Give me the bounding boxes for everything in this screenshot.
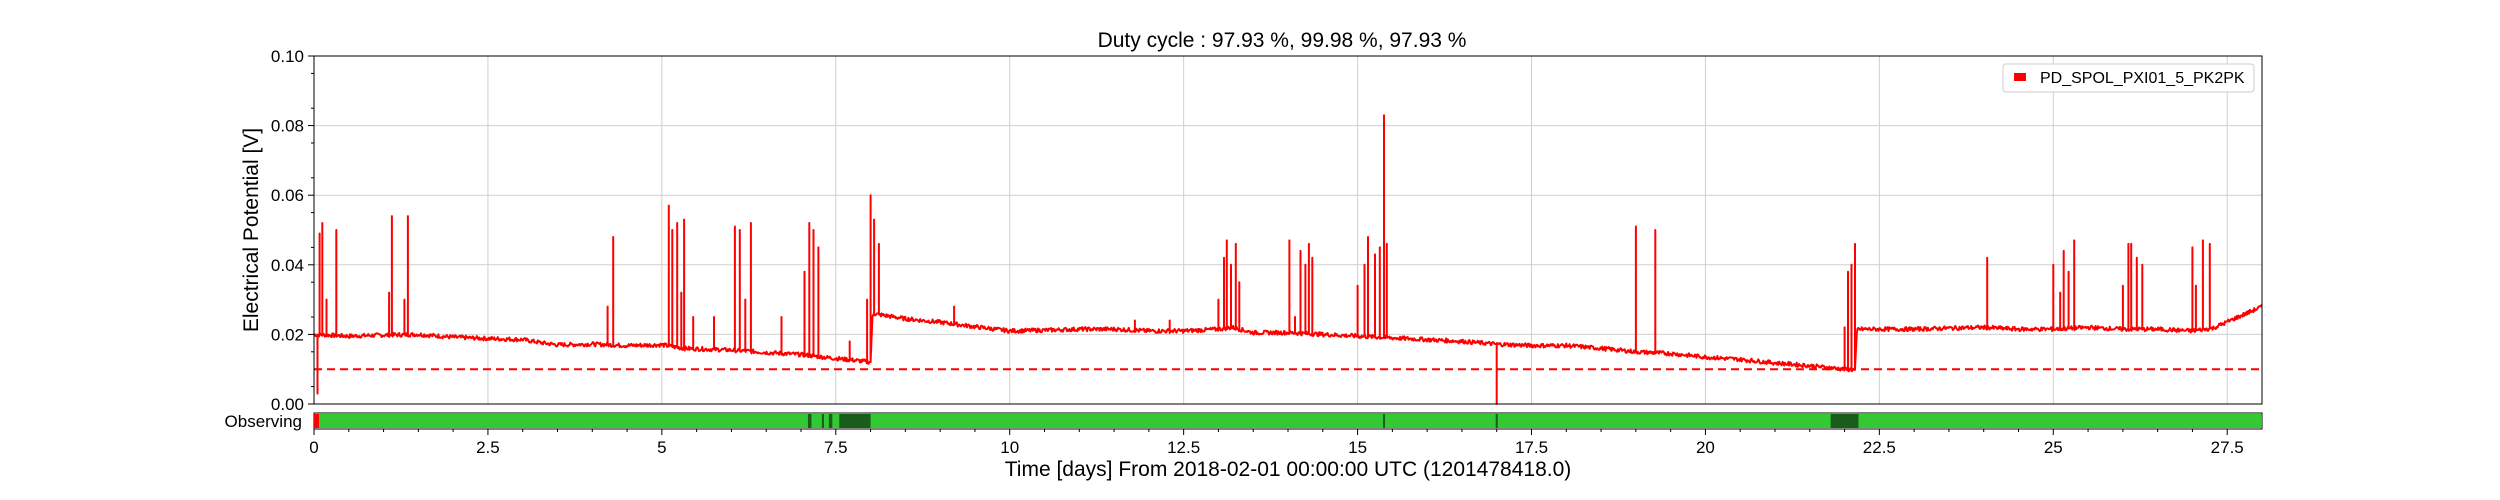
y-tick-label: 0.00	[271, 395, 304, 414]
y-tick-label: 0.04	[271, 256, 304, 275]
x-tick-label: 27.5	[2211, 438, 2244, 457]
plot-area	[313, 55, 2263, 405]
plot-frame	[313, 55, 2263, 405]
state-bar-gap	[1830, 414, 1859, 428]
legend: PD_SPOL_PXI01_5_PK2PK	[2002, 63, 2255, 93]
x-tick-label: 17.5	[1515, 438, 1548, 457]
y-axis-label: Electrical Potential [V]	[240, 128, 263, 332]
x-tick-label: 22.5	[1863, 438, 1896, 457]
y-tick-label: 0.06	[271, 186, 304, 205]
x-tick-label: 15	[1348, 438, 1367, 457]
legend-swatch	[2014, 73, 2026, 81]
y-tick-label: 0.08	[271, 117, 304, 136]
state-bar-segments	[314, 414, 2261, 428]
x-axis-label: Time [days] From 2018-02-01 00:00:00 UTC…	[1005, 458, 1572, 481]
legend-box	[2002, 63, 2255, 93]
series-layer	[313, 114, 2263, 405]
x-axis-ticks: 0 2.5 5 7.5 10 12.5 15 17.5 20 22.5 25 27.5	[309, 429, 2244, 457]
state-bar-gap	[807, 414, 812, 428]
y-tick-label: 0.10	[271, 47, 304, 66]
legend-entry: PD_SPOL_PXI01_5_PK2PK	[2040, 70, 2245, 87]
state-bar-gap	[839, 414, 871, 428]
y-tick-label: 0.02	[271, 325, 304, 344]
plot-background	[314, 56, 2262, 404]
state-bar-label: Observing	[225, 412, 302, 431]
x-tick-label: 12.5	[1167, 438, 1200, 457]
x-tick-label: 20	[1696, 438, 1715, 457]
x-tick-label: 10	[1000, 438, 1019, 457]
x-tick-label: 2.5	[476, 438, 500, 457]
state-bar-mark	[1383, 414, 1386, 428]
series-line	[313, 114, 2263, 405]
state-bar-mark	[1495, 414, 1498, 428]
state-bar-active	[315, 414, 2261, 428]
state-bar: Observing	[225, 412, 2263, 431]
x-tick-label: 7.5	[824, 438, 848, 457]
x-tick-label: 25	[2044, 438, 2063, 457]
state-bar-gap	[828, 414, 833, 428]
chart-title: Duty cycle : 97.93 %, 99.98 %, 97.93 %	[1098, 29, 1467, 52]
state-bar-start-marker	[314, 414, 319, 428]
x-tick-label: 5	[657, 438, 666, 457]
x-tick-label: 0	[309, 438, 318, 457]
state-bar-gap	[821, 414, 824, 428]
y-axis-ticks: 0.00 0.02 0.04 0.06 0.08 0.10	[271, 47, 314, 414]
